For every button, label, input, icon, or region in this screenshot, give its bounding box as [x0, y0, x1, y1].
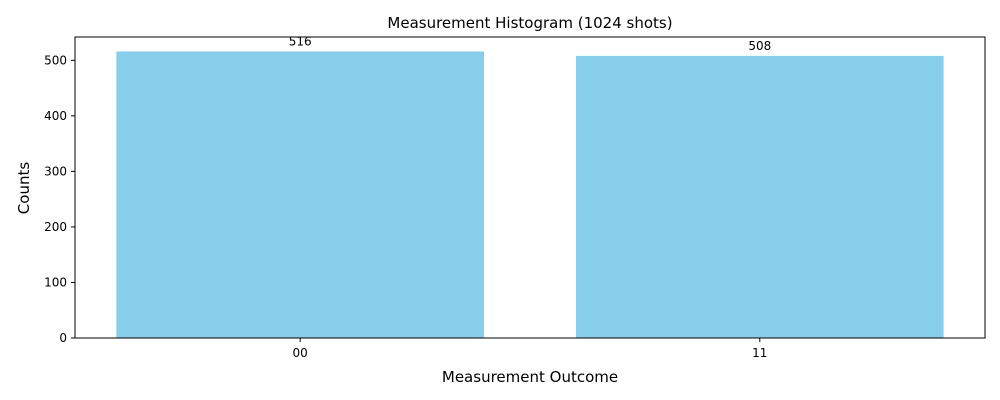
data-labels-group: 516 508	[289, 34, 772, 52]
data-label-00: 516	[289, 34, 312, 48]
y-tick-label-0: 0	[59, 331, 67, 345]
y-tick-label-200: 200	[44, 220, 67, 234]
bar-00	[116, 51, 485, 338]
x-tick-label-11: 11	[752, 346, 767, 360]
y-axis-ticks: 0 100 200 300 400 500	[44, 53, 75, 345]
y-tick-label-300: 300	[44, 164, 67, 178]
bar-11	[575, 55, 944, 338]
y-axis-label: Counts	[15, 162, 33, 215]
y-tick-label-500: 500	[44, 53, 67, 67]
x-axis-ticks: 00 11	[293, 338, 767, 360]
x-axis-label: Measurement Outcome	[442, 368, 618, 386]
plot-frame	[74, 36, 986, 339]
x-tick-label-00: 00	[293, 346, 308, 360]
chart-title: Measurement Histogram (1024 shots)	[387, 14, 672, 32]
y-tick-label-100: 100	[44, 275, 67, 289]
y-tick-label-400: 400	[44, 109, 67, 123]
bars-group	[116, 51, 944, 338]
data-label-11: 508	[748, 39, 771, 53]
